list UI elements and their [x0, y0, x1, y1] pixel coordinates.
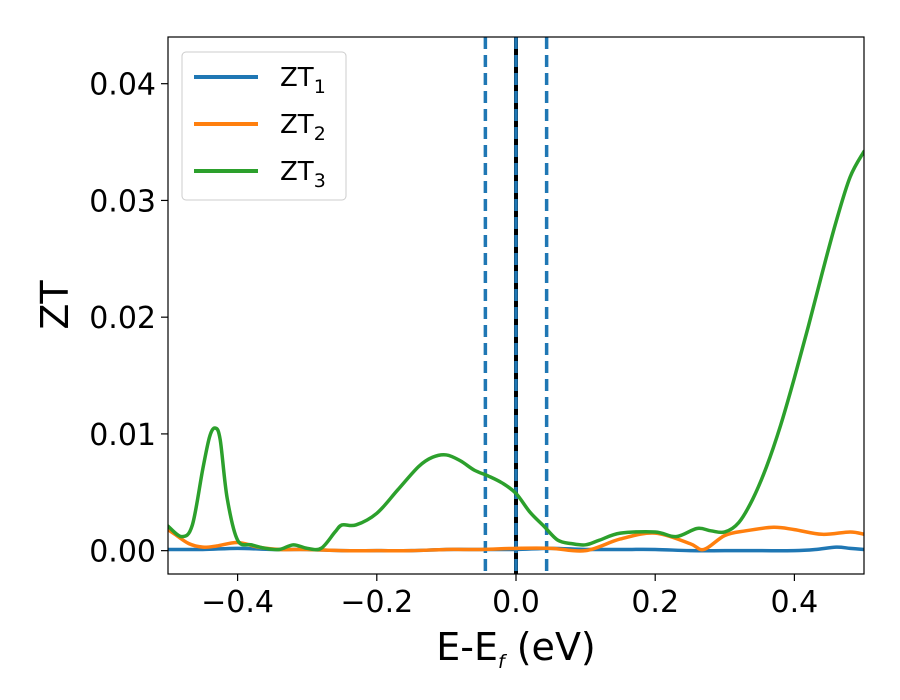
x-tick-label: 0.0 [492, 585, 540, 620]
series-layer [168, 149, 864, 553]
x-tick-label: −0.2 [340, 585, 413, 620]
y-tick-label: 0.04 [89, 68, 156, 103]
y-tick-label: 0.02 [89, 301, 156, 336]
vlines-layer [483, 37, 549, 574]
series-line-zt2 [168, 525, 864, 553]
legend: ZT1 ZT2 ZT3 [181, 51, 347, 201]
y-tick-label: 0.03 [89, 184, 156, 219]
legend-box [181, 51, 347, 201]
legend-label-3: ZT3 [280, 157, 326, 192]
x-axis-title: E-Ef (eV) [436, 625, 596, 673]
y-axis-title: ZT [33, 280, 77, 330]
x-tick-label: −0.4 [201, 585, 274, 620]
x-ticks: −0.4 −0.2 0.0 0.2 0.4 [201, 574, 818, 620]
y-tick-label: 0.00 [89, 535, 156, 570]
x-tick-label: 0.2 [631, 585, 679, 620]
legend-label-1: ZT1 [280, 63, 326, 98]
legend-label-2: ZT2 [280, 110, 326, 145]
x-tick-label: 0.4 [771, 585, 819, 620]
y-tick-label: 0.01 [89, 418, 156, 453]
y-ticks: 0.00 0.01 0.02 0.03 0.04 [89, 68, 168, 570]
x-axis-title-sub: f [498, 651, 508, 673]
series-line-zt3 [168, 149, 864, 552]
